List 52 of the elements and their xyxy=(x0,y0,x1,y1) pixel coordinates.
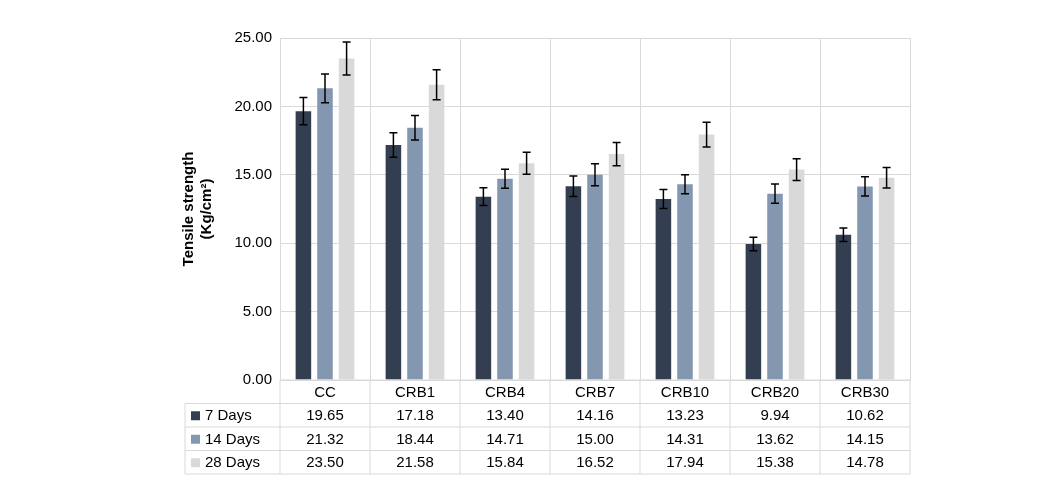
bar xyxy=(385,144,402,380)
x-tick-label: CRB20 xyxy=(750,382,800,400)
data-label: 15.38 xyxy=(756,453,794,471)
bar xyxy=(835,234,852,380)
y-tick-label: 5.00 xyxy=(242,301,272,319)
data-label: 14.78 xyxy=(846,453,884,471)
data-label: 13.62 xyxy=(756,429,794,447)
data-label: 17.18 xyxy=(396,406,434,424)
data-label: 9.94 xyxy=(760,406,790,424)
bar xyxy=(317,88,333,380)
bar xyxy=(475,196,492,380)
data-label: 16.52 xyxy=(576,453,614,471)
bar xyxy=(587,174,603,380)
bar xyxy=(565,186,582,380)
data-label: 14.15 xyxy=(846,429,884,447)
x-tick-label: CRB4 xyxy=(484,382,526,400)
data-label: 17.94 xyxy=(666,453,704,471)
bar xyxy=(677,184,693,380)
y-tick-label: 20.00 xyxy=(234,96,272,114)
bar xyxy=(767,193,783,380)
data-label: 14.71 xyxy=(486,429,524,447)
y-tick-label: 15.00 xyxy=(234,164,272,182)
x-tick-label: CC xyxy=(314,382,336,400)
data-label: 14.31 xyxy=(666,429,704,447)
y-axis-title: Tensile strength (Kg/cm²) xyxy=(179,151,215,267)
data-label: 13.40 xyxy=(486,406,524,424)
data-label: 15.00 xyxy=(576,429,614,447)
data-label: 13.23 xyxy=(666,406,704,424)
x-tick-label: CRB30 xyxy=(840,382,890,400)
data-label: 14.16 xyxy=(576,406,614,424)
legend-label: 28 Days xyxy=(205,453,261,471)
data-label: 21.58 xyxy=(396,453,434,471)
legend-label: 7 Days xyxy=(205,406,252,424)
bar xyxy=(857,186,873,380)
data-label: 21.32 xyxy=(306,429,344,447)
y-tick-label: 0.00 xyxy=(242,370,272,388)
bar xyxy=(295,111,312,380)
bar xyxy=(497,178,513,380)
legend-label: 14 Days xyxy=(205,429,261,447)
data-label: 23.50 xyxy=(306,453,344,471)
bar xyxy=(745,244,762,380)
data-label: 18.44 xyxy=(396,429,434,447)
x-tick-label: CRB7 xyxy=(574,382,616,400)
y-tick-label: 10.00 xyxy=(234,233,272,251)
bar xyxy=(655,199,672,380)
x-tick-label: CRB1 xyxy=(394,382,436,400)
bar xyxy=(407,127,423,380)
data-label: 10.62 xyxy=(846,406,884,424)
y-tick-label: 25.00 xyxy=(234,28,272,46)
data-label: 19.65 xyxy=(306,406,344,424)
x-tick-label: CRB10 xyxy=(660,382,710,400)
data-label: 15.84 xyxy=(486,453,524,471)
